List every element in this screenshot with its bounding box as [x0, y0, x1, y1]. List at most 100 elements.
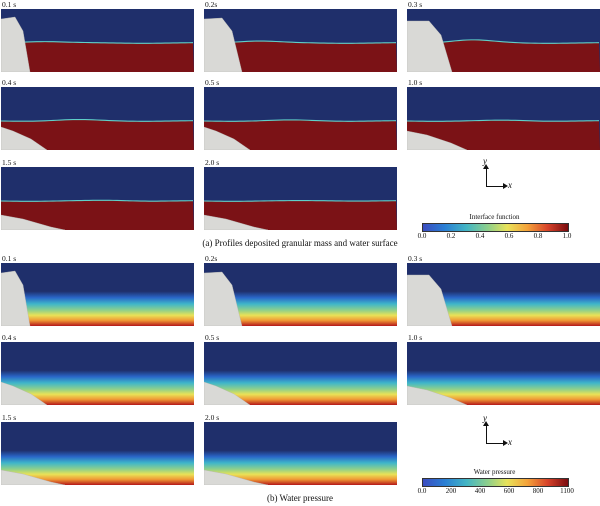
water-surface-line [204, 200, 397, 202]
colorbar-tick: 200 [445, 487, 457, 495]
interface-colorbar: Interface function 0.0 0.2 0.4 0.6 0.8 1… [418, 213, 572, 243]
interface-panel-2: 0.2s [204, 1, 397, 72]
granular-slide [1, 469, 66, 485]
granular-slide [1, 126, 48, 150]
pressure-plot [1, 422, 194, 485]
time-label: 2.0 s [205, 413, 220, 422]
granular-slide [204, 381, 251, 405]
granular-slide [204, 469, 269, 485]
interface-plot [1, 87, 194, 150]
interface-panel-8: 2.0 s [204, 159, 397, 230]
interface-panel-3: 0.3 s [407, 1, 600, 72]
y-arrow [483, 421, 489, 443]
granular-slide [1, 381, 48, 405]
pressure-plot [407, 342, 600, 405]
water-region [1, 119, 194, 150]
water-region [407, 120, 600, 150]
pressure-panel-1: 0.1 s [1, 255, 194, 326]
time-label: 0.5 s [205, 333, 220, 342]
water-surface-line [1, 199, 194, 202]
x-arrow [486, 183, 508, 189]
colorbar-title: Interface function [469, 213, 520, 221]
time-label: 2.0 s [205, 158, 220, 167]
time-label: 1.5 s [2, 413, 17, 422]
water-surface-line [1, 118, 194, 122]
pressure-plot [1, 342, 194, 405]
time-label: 0.2s [205, 254, 218, 263]
granular-slide [407, 20, 453, 72]
colorbar-tick: 800 [532, 487, 544, 495]
time-label: 0.3 s [408, 254, 423, 263]
colorbar-tick: 0.0 [417, 232, 427, 240]
water-region [204, 200, 397, 230]
pressure-panel-5: 0.5 s [204, 334, 397, 405]
interface-panel-7: 1.5 s [1, 159, 194, 230]
granular-slide [1, 270, 31, 326]
interface-plot [204, 87, 397, 150]
pressure-plot [204, 422, 397, 485]
time-label: 0.2s [205, 0, 218, 9]
granular-slide [407, 385, 468, 405]
time-label: 1.5 s [2, 158, 17, 167]
granular-slide [204, 126, 251, 150]
colorbar-title: Water pressure [473, 468, 516, 476]
y-axis-label: y [483, 413, 487, 423]
granular-slide [204, 17, 243, 72]
pressure-plot [1, 263, 194, 326]
colorbar-tick: 0.6 [504, 232, 514, 240]
colorbar-tick: 1.0 [562, 232, 572, 240]
pressure-panel-6: 1.0 s [407, 334, 600, 405]
colorbar-tick: 0.0 [417, 487, 427, 495]
interface-plot [204, 9, 397, 72]
interface-plot [1, 167, 194, 230]
pressure-colorbar: Water pressure 0.0 200 400 600 800 1100 [418, 468, 574, 498]
colorbar-tick: 0.4 [475, 232, 485, 240]
axes-indicator-a: y x [476, 156, 526, 200]
interface-plot [407, 9, 600, 72]
time-label: 0.1 s [2, 254, 17, 263]
x-axis-label: x [508, 437, 512, 447]
time-label: 0.1 s [2, 0, 17, 9]
pressure-panel-7: 1.5 s [1, 414, 194, 485]
colorbar-gradient [422, 478, 569, 487]
pressure-plot [204, 342, 397, 405]
granular-slide [204, 214, 269, 230]
y-axis-label: y [483, 156, 487, 166]
time-label: 1.0 s [408, 78, 423, 87]
water-region [407, 39, 600, 72]
interface-panel-5: 0.5 s [204, 79, 397, 150]
pressure-field [1, 263, 194, 326]
time-label: 0.4 s [2, 78, 17, 87]
pressure-panel-3: 0.3 s [407, 255, 600, 326]
water-surface-line [407, 119, 600, 122]
x-axis-label: x [508, 180, 512, 190]
caption-b: (b) Water pressure [266, 493, 334, 503]
pressure-field [204, 422, 397, 485]
water-region [1, 41, 194, 72]
water-surface-line [204, 119, 397, 122]
axes-indicator-b: y x [476, 413, 526, 457]
colorbar-gradient [422, 223, 569, 232]
granular-slide [407, 274, 453, 326]
pressure-field [1, 422, 194, 485]
y-arrow [483, 164, 489, 186]
time-label: 0.5 s [205, 78, 220, 87]
granular-slide [407, 130, 468, 150]
x-arrow [486, 440, 508, 446]
interface-panel-4: 0.4 s [1, 79, 194, 150]
colorbar-tick: 1100 [560, 487, 574, 495]
interface-plot [204, 167, 397, 230]
colorbar-ticks: 0.0 0.2 0.4 0.6 0.8 1.0 [418, 232, 572, 242]
pressure-panel-2: 0.2s [204, 255, 397, 326]
colorbar-tick: 0.8 [533, 232, 543, 240]
water-surface-line [1, 41, 194, 44]
colorbar-tick: 0.2 [446, 232, 456, 240]
interface-plot [407, 87, 600, 150]
caption-a: (a) Profiles deposited granular mass and… [202, 238, 398, 248]
pressure-plot [204, 263, 397, 326]
time-label: 0.4 s [2, 333, 17, 342]
pressure-field [1, 342, 194, 405]
interface-plot [1, 9, 194, 72]
pressure-plot [407, 263, 600, 326]
time-label: 0.3 s [408, 0, 423, 9]
